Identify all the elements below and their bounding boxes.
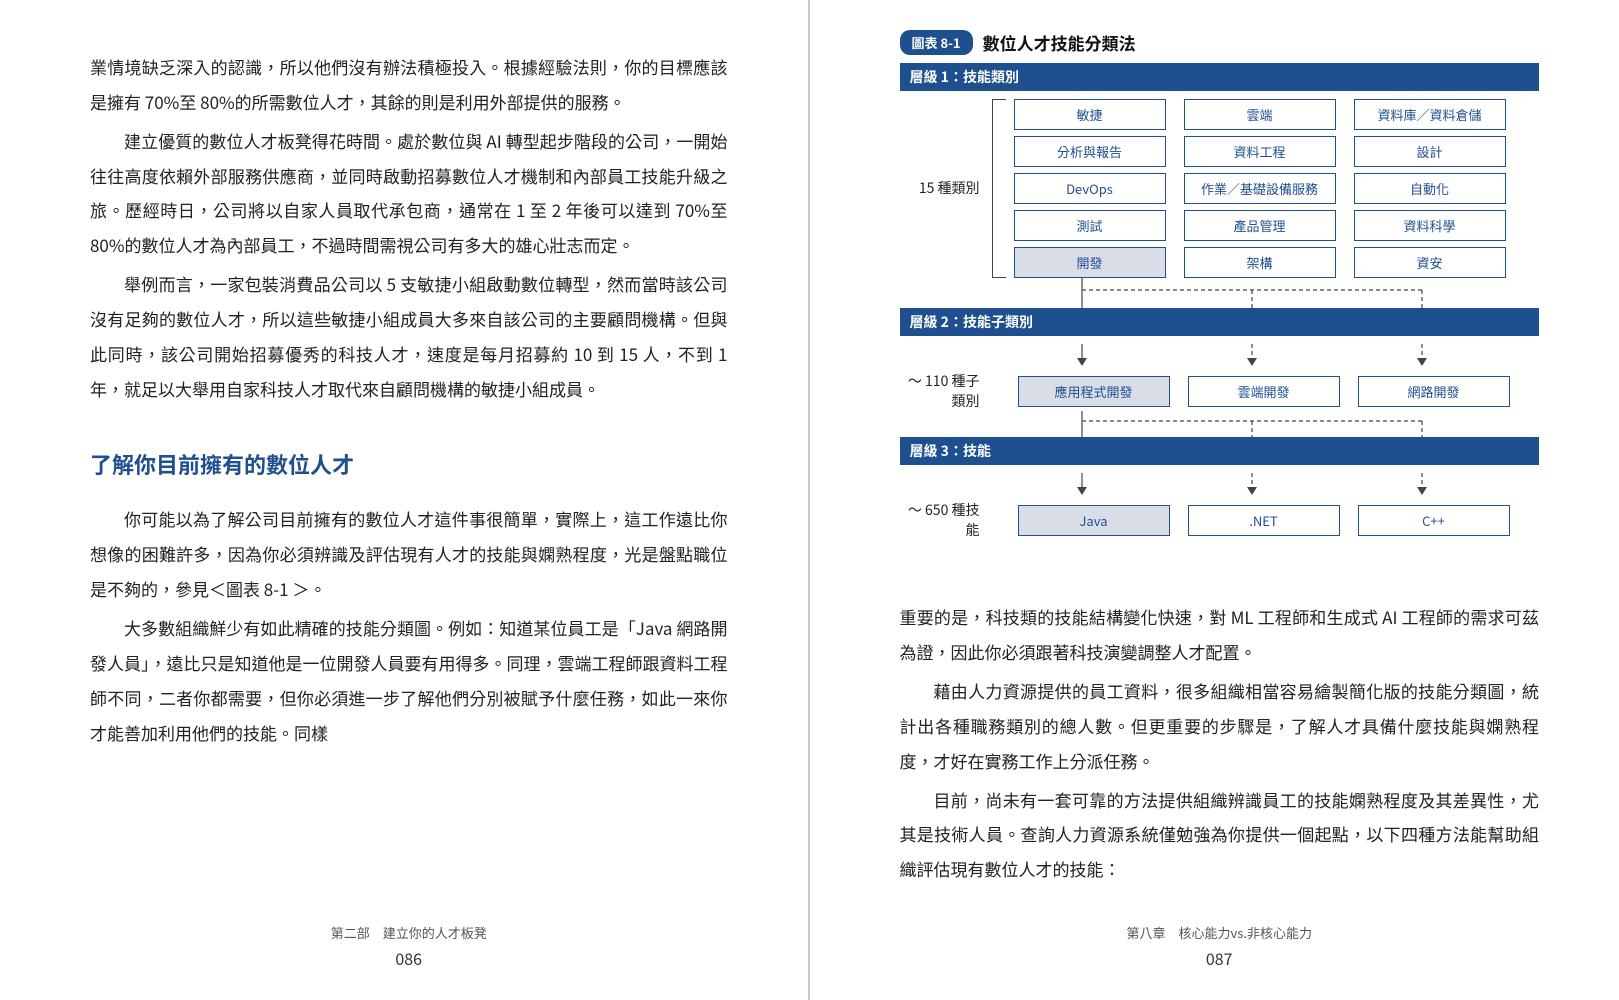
footer-part-label: 第八章 核心能力vs.非核心能力 [900,923,1540,942]
subskill-box: 網路開發 [1358,376,1510,407]
tier2-boxes: 應用程式開發 雲端開發 網路開發 [1018,376,1510,407]
connector-t2-arrows [1006,344,1498,366]
skill-cell: 自動化 [1354,173,1506,204]
skill-cell: 雲端 [1184,99,1336,130]
skill-cell: 敏捷 [1014,99,1166,130]
page-number: 086 [90,946,728,970]
para: 藉由人力資源提供的員工資料，很多組織相當容易繪製簡化版的技能分類圖，統計出各種職… [900,674,1540,779]
para: 大多數組織鮮少有如此精確的技能分類圖。例如：知道某位員工是「Java 網路開發人… [90,611,728,750]
connector-t2-t3 [1006,411,1498,437]
left-footer: 第二部 建立你的人才板凳 086 [90,923,728,970]
skill-cell-highlight: 開發 [1014,247,1166,278]
skill-cell: 分析與報告 [1014,136,1166,167]
tech-box-highlight: Java [1018,505,1170,536]
para: 舉例而言，一家包裝消費品公司以 5 支敏捷小組啟動數位轉型，然而當時該公司沒有足… [90,267,728,406]
tier3-content: ～ 650 種技能 Java .NET C++ [900,501,1540,540]
left-body: 業情境缺乏深入的認識，所以他們沒有辦法積極投入。根據經驗法則，你的目標應該是擁有… [90,50,728,754]
bracket-icon [992,99,1006,278]
figure-8-1: 圖表 8-1 數位人才技能分類法 層級 1：技能類別 15 種類別 敏捷 雲端 … [900,30,1540,540]
right-page: 圖表 8-1 數位人才技能分類法 層級 1：技能類別 15 種類別 敏捷 雲端 … [810,0,1619,1000]
para: 建立優質的數位人才板凳得花時間。處於數位與 AI 轉型起步階段的公司，一開始往往… [90,124,728,263]
skill-cell: 資料工程 [1184,136,1336,167]
left-page: 業情境缺乏深入的認識，所以他們沒有辦法積極投入。根據經驗法則，你的目標應該是擁有… [0,0,810,1000]
figure-badge: 圖表 8-1 [900,30,973,55]
para: 重要的是，科技類的技能結構變化快速，對 ML 工程師和生成式 AI 工程師的需求… [900,600,1540,670]
para: 目前，尚未有一套可靠的方法提供組織辨識員工的技能嫻熟程度及其差異性，尤其是技術人… [900,783,1540,888]
skill-cell: DevOps [1014,173,1166,204]
skill-cell: 設計 [1354,136,1506,167]
tier3-header: 層級 3：技能 [900,437,1540,465]
right-footer: 第八章 核心能力vs.非核心能力 087 [900,923,1540,970]
page-number: 087 [900,946,1540,970]
tier1-label: 15 種類別 [900,179,980,199]
skill-cell: 測試 [1014,210,1166,241]
footer-part-label: 第二部 建立你的人才板凳 [90,923,728,942]
tier3-boxes: Java .NET C++ [1018,505,1510,536]
tier2-label: ～ 110 種子類別 [900,372,980,411]
subskill-box-highlight: 應用程式開發 [1018,376,1170,407]
connector-t3-arrows [1006,473,1498,495]
skill-cell: 架構 [1184,247,1336,278]
tier2-header: 層級 2：技能子類別 [900,308,1540,336]
section-heading: 了解你目前擁有的數位人才 [90,448,728,480]
tech-box: .NET [1188,505,1340,536]
tier3-label: ～ 650 種技能 [900,501,980,540]
para: 業情境缺乏深入的認識，所以他們沒有辦法積極投入。根據經驗法則，你的目標應該是擁有… [90,50,728,120]
skill-cell: 產品管理 [1184,210,1336,241]
tier1-header: 層級 1：技能類別 [900,63,1540,91]
tier2-content: ～ 110 種子類別 應用程式開發 雲端開發 網路開發 [900,372,1540,411]
connector-t1-t2 [1006,278,1498,308]
tier1-content: 15 種類別 敏捷 雲端 資料庫／資料倉儲 分析與報告 資料工程 設計 DevO… [900,99,1540,278]
skill-cell: 資料庫／資料倉儲 [1354,99,1506,130]
figure-title: 數位人才技能分類法 [983,30,1136,55]
skill-cell: 作業／基礎設備服務 [1184,173,1336,204]
book-spread: 業情境缺乏深入的認識，所以他們沒有辦法積極投入。根據經驗法則，你的目標應該是擁有… [0,0,1619,1000]
subskill-box: 雲端開發 [1188,376,1340,407]
skill-cell: 資安 [1354,247,1506,278]
skill-cell: 資料科學 [1354,210,1506,241]
figure-title-row: 圖表 8-1 數位人才技能分類法 [900,30,1540,55]
tier1-grid: 敏捷 雲端 資料庫／資料倉儲 分析與報告 資料工程 設計 DevOps 作業／基… [1014,99,1506,278]
right-body: 重要的是，科技類的技能結構變化快速，對 ML 工程師和生成式 AI 工程師的需求… [900,600,1540,891]
tech-box: C++ [1358,505,1510,536]
para: 你可能以為了解公司目前擁有的數位人才這件事很簡單，實際上，這工作遠比你想像的困難… [90,502,728,607]
